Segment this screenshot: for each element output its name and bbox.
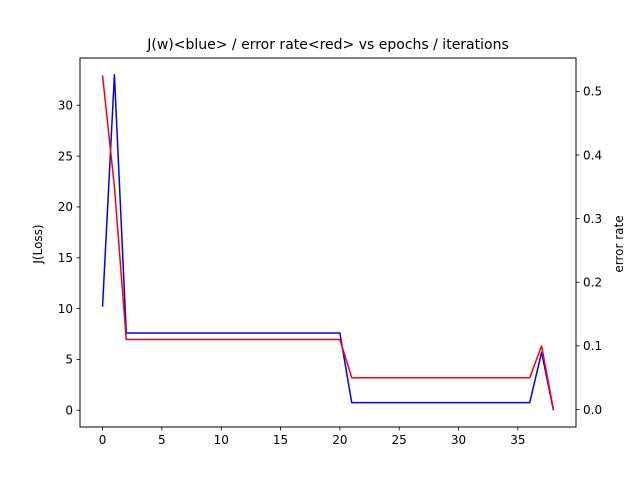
series-line-0 bbox=[101, 74, 555, 411]
series-line-1 bbox=[101, 75, 555, 410]
plot-frame bbox=[79, 57, 577, 428]
y-tick-label-4: 20 bbox=[58, 200, 73, 214]
y-tick-label-5: 25 bbox=[58, 149, 73, 163]
y2-tick-label-3: 0.3 bbox=[583, 212, 602, 226]
y2-axis-label: error rate bbox=[612, 215, 626, 272]
x-tick-label-2: 10 bbox=[214, 433, 229, 447]
x-tick-label-7: 35 bbox=[510, 433, 525, 447]
chart-title: J(w)<blue> / error rate<red> vs epochs /… bbox=[146, 37, 509, 53]
y2-tick-label-5: 0.5 bbox=[583, 85, 602, 99]
y2-tick-label-4: 0.4 bbox=[583, 148, 602, 162]
x-tick-label-6: 30 bbox=[451, 433, 466, 447]
y-tick-label-2: 10 bbox=[58, 302, 73, 316]
x-tick-label-5: 25 bbox=[392, 433, 407, 447]
plot-layer bbox=[101, 74, 555, 411]
y-axis-label: J(Loss) bbox=[31, 224, 45, 264]
y-tick-label-1: 5 bbox=[65, 353, 73, 367]
y2-tick-label-1: 0.1 bbox=[583, 339, 602, 353]
x-tick-label-0: 0 bbox=[99, 433, 107, 447]
y2-tick-label-0: 0.0 bbox=[583, 403, 602, 417]
y-tick-label-0: 0 bbox=[65, 404, 73, 418]
ticks-layer: 0 5 10 15 20 25 30 35 0 5 10 15 20 25 30 0.0 0.1 0.2 0.3 0.… bbox=[58, 85, 602, 447]
y-tick-label-3: 15 bbox=[58, 251, 73, 265]
y-tick-label-6: 30 bbox=[58, 99, 73, 113]
y2-tick-label-2: 0.2 bbox=[583, 276, 602, 290]
x-tick-label-3: 15 bbox=[273, 433, 288, 447]
x-tick-label-1: 5 bbox=[158, 433, 166, 447]
x-tick-label-4: 20 bbox=[332, 433, 347, 447]
